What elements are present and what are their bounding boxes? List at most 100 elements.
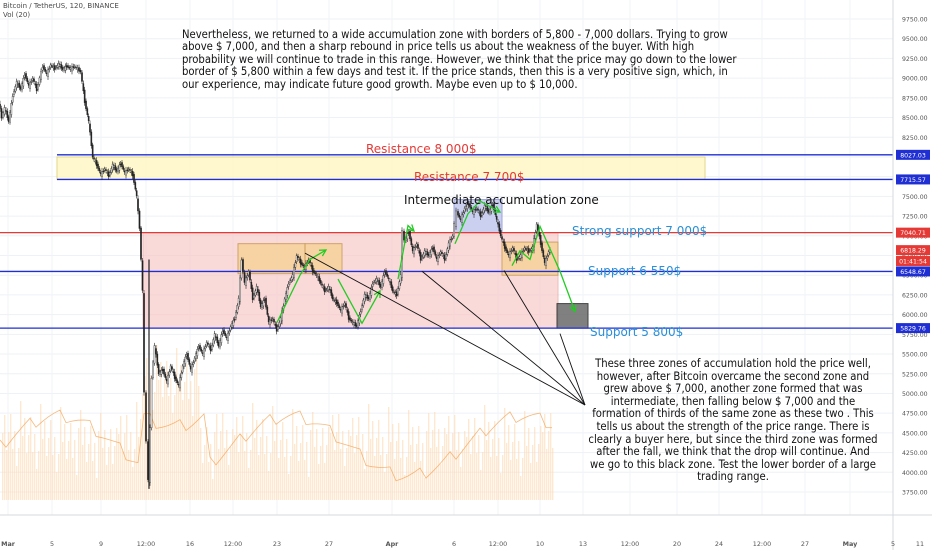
candle-body — [255, 286, 258, 293]
time-tick-label: 24 — [715, 540, 723, 548]
candle-body — [450, 238, 453, 241]
candle-body — [118, 164, 121, 171]
candle-body — [49, 64, 52, 68]
volume-bar — [338, 414, 340, 500]
candle-body — [277, 326, 279, 330]
candle-body — [172, 371, 175, 374]
candle-body — [518, 256, 521, 259]
volume-bar — [94, 443, 96, 500]
volume-bar — [386, 454, 388, 500]
volume-bar — [306, 442, 308, 500]
candle-body — [487, 209, 490, 213]
candle-body — [373, 281, 375, 284]
price-tick-label: 6000.00 — [902, 312, 928, 319]
candle-body — [326, 288, 329, 291]
candle-body — [227, 332, 229, 341]
candle-body — [545, 258, 547, 266]
volume-bar — [446, 434, 448, 500]
candle-body — [362, 299, 365, 306]
volume-bar — [512, 442, 514, 500]
candle-body — [354, 322, 357, 327]
volume-bar — [252, 403, 254, 500]
price-badge-label: 01:41:54 — [899, 259, 927, 266]
volume-bar — [436, 447, 438, 500]
volume-bar — [64, 424, 66, 500]
volume-bar — [54, 437, 56, 500]
candle-body — [314, 272, 317, 274]
volume-bar — [358, 417, 360, 500]
candle-body — [52, 66, 55, 69]
volume-bar — [290, 456, 292, 500]
volume-bar — [302, 425, 304, 500]
volume-bar — [492, 439, 494, 500]
candle-body — [37, 84, 39, 90]
volume-bar — [276, 423, 278, 500]
time-tick-label: 23 — [273, 540, 281, 548]
volume-bar — [296, 426, 298, 500]
candle-body — [5, 110, 7, 112]
candle-body — [539, 235, 542, 245]
volume-bar — [66, 459, 68, 500]
symbol-title: Bitcoin / TetherUS, 120, BINANCE — [3, 2, 119, 10]
candle-body — [435, 256, 438, 259]
candle-body — [236, 305, 239, 313]
price-tick-label: 9750.00 — [902, 17, 928, 24]
candle-body — [221, 331, 224, 335]
candle-body — [443, 254, 446, 261]
time-tick-label: Apr — [386, 540, 400, 548]
candle-body — [498, 223, 501, 232]
volume-bar — [110, 429, 112, 500]
projection-arrows — [276, 200, 577, 325]
candle-body — [279, 317, 282, 325]
candle-body — [93, 157, 95, 160]
volume-bar — [236, 417, 238, 500]
candle-body — [437, 255, 439, 263]
time-tick-label: 12:00 — [224, 540, 242, 548]
candle-body — [395, 291, 398, 297]
volume-bar — [324, 463, 326, 500]
volume-bar — [50, 420, 52, 500]
candle-body — [86, 108, 89, 115]
projection-arrow — [337, 278, 381, 325]
volume-bar — [156, 345, 158, 500]
target-black-zone — [556, 303, 589, 329]
candle-body — [493, 203, 495, 211]
volume-bar — [360, 452, 362, 500]
candle-body — [212, 339, 215, 346]
candle-body — [207, 342, 209, 345]
volume-bar — [114, 446, 116, 500]
arrow-head — [569, 304, 577, 313]
candle-body — [175, 376, 177, 381]
candle-body — [31, 78, 34, 81]
volume-bar — [218, 449, 220, 500]
volume-bar — [406, 457, 408, 500]
candle-body — [419, 252, 422, 261]
candle-body — [55, 67, 57, 69]
candle-body — [68, 67, 71, 69]
candle-body — [366, 294, 369, 299]
candle-body — [40, 71, 42, 80]
candle-body — [283, 298, 286, 306]
candle-body — [519, 254, 522, 259]
candle-body — [65, 65, 68, 68]
volume-bar — [160, 362, 162, 500]
candle-body — [423, 250, 426, 256]
candle-body — [73, 66, 76, 68]
candle-body — [370, 287, 373, 296]
candle-body — [131, 170, 134, 177]
volume-bar — [100, 413, 102, 500]
candle-body — [102, 170, 105, 173]
volume-bar — [90, 426, 92, 500]
candle-body — [262, 300, 265, 307]
candle-body — [270, 319, 273, 321]
candle-body — [143, 293, 145, 393]
volume-bar — [280, 440, 282, 500]
volume-bar — [542, 432, 544, 500]
volume-bar — [466, 437, 468, 500]
volume-bar — [518, 441, 520, 500]
volume-bar — [18, 448, 20, 500]
time-tick-label: 27 — [325, 540, 333, 548]
annotation-pointer-lines — [304, 252, 586, 406]
volume-bar — [180, 365, 182, 500]
